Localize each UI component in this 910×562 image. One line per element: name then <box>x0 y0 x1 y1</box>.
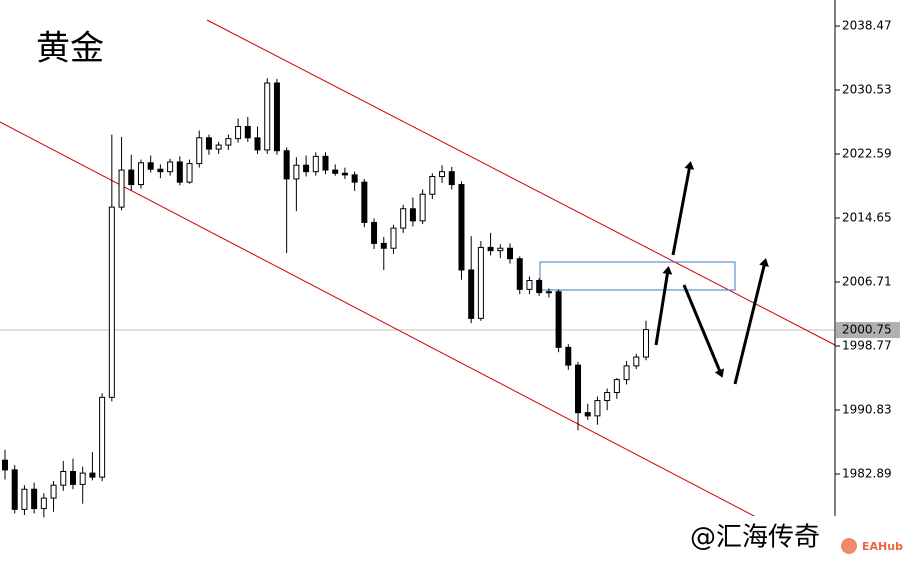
candle-body <box>380 242 387 249</box>
candle-body <box>137 162 144 186</box>
y-tick-label: 1990.83 <box>842 402 892 416</box>
arrows <box>654 161 769 385</box>
candle-body <box>565 346 572 366</box>
candle-body <box>351 174 358 183</box>
candle-body <box>477 246 484 319</box>
candle-body <box>390 227 397 249</box>
y-tick-label: 2014.65 <box>842 211 892 225</box>
candle-body <box>176 161 183 183</box>
candle-body <box>205 137 212 150</box>
candle-body <box>244 126 251 139</box>
candle-body <box>69 470 76 485</box>
candle-body <box>497 247 504 252</box>
candle-body <box>99 396 106 478</box>
y-tick-label: 1982.89 <box>842 466 892 480</box>
candle-body <box>575 364 582 414</box>
y-tick-label: 2030.53 <box>842 83 892 97</box>
candle-body <box>254 137 261 151</box>
candle-body <box>303 164 310 173</box>
candle-body <box>312 155 319 173</box>
candle-body <box>235 126 242 140</box>
candle-body <box>439 171 446 178</box>
candle-body <box>516 258 523 290</box>
candle-body <box>322 155 329 171</box>
candle-body <box>613 379 620 394</box>
candle-body <box>507 247 514 260</box>
candle-body <box>623 365 630 381</box>
candle-body <box>79 472 86 485</box>
candle-body <box>215 144 222 150</box>
candle-body <box>468 269 475 319</box>
y-tick-label: 2022.59 <box>842 147 892 161</box>
candle-body <box>419 193 426 222</box>
candle-body <box>448 171 455 186</box>
candle-body <box>536 279 543 294</box>
candle-body <box>429 176 436 195</box>
candle-body <box>2 459 8 471</box>
brand: EAHub <box>862 540 903 553</box>
candle-body <box>555 291 562 348</box>
candle-body <box>167 161 174 173</box>
candle-body <box>604 392 611 402</box>
candle-body <box>196 137 203 165</box>
candle-body <box>371 221 378 244</box>
candle-body <box>643 329 649 358</box>
candle-body <box>400 208 407 229</box>
channel-bottom <box>0 121 801 541</box>
candle-body <box>21 488 28 510</box>
candle-body <box>332 169 339 174</box>
candle-body <box>147 162 154 170</box>
candle-body <box>157 168 164 173</box>
watermark: @汇海传奇 <box>690 523 820 553</box>
candle-body <box>293 164 300 180</box>
candle-body <box>11 469 18 510</box>
candle-body <box>108 206 115 398</box>
candle-body <box>31 488 38 510</box>
candle-body <box>186 163 193 183</box>
y-tick-label: 1998.77 <box>842 339 892 353</box>
candle-body <box>584 412 591 417</box>
candle-body <box>264 82 271 151</box>
candle-body <box>361 181 368 223</box>
y-tick-label: 2038.47 <box>842 19 892 33</box>
candle-body <box>128 169 135 186</box>
chart-title: 黄金 <box>36 29 104 69</box>
current-price-box <box>836 322 900 339</box>
candle-body <box>545 291 552 294</box>
candle-body <box>633 356 640 367</box>
candle-body <box>341 172 348 176</box>
candle-body <box>50 484 57 499</box>
candle-body <box>225 138 232 146</box>
candle-body <box>458 184 465 271</box>
candle-body <box>89 472 96 478</box>
watermark-bg <box>660 516 910 562</box>
y-tick-label: 2006.71 <box>842 275 892 289</box>
current-price-label: 2000.75 <box>842 323 892 337</box>
candle-body <box>487 246 494 252</box>
candle-body <box>594 400 601 417</box>
candle-body <box>60 470 67 486</box>
candle-body <box>40 497 47 510</box>
candle-body <box>283 150 290 180</box>
candle-body <box>118 169 125 208</box>
candle-body <box>273 82 280 152</box>
candle-body <box>526 279 533 290</box>
brand-icon <box>841 538 857 554</box>
candle-body <box>409 208 416 222</box>
zone-box <box>539 261 736 291</box>
channel-top <box>206 19 836 346</box>
